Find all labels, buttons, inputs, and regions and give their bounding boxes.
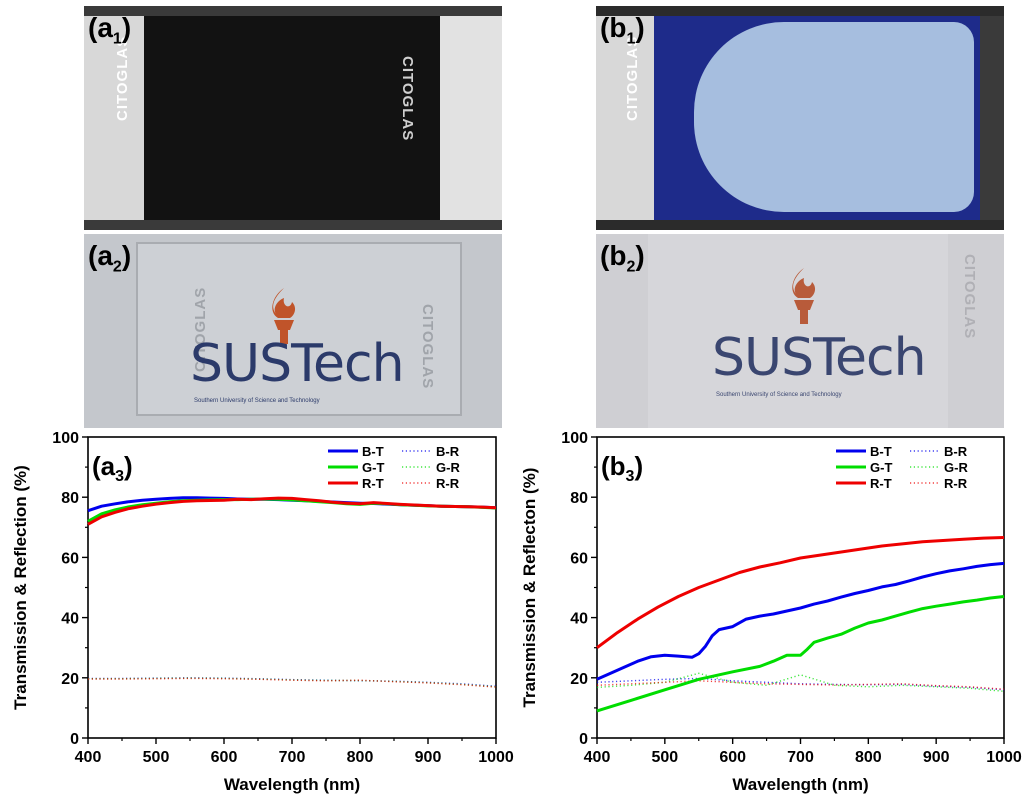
chart-panel-label: (b3): [601, 451, 643, 485]
legend-label: R-R: [436, 476, 460, 491]
legend-label: G-T: [362, 460, 384, 475]
legend-label: G-R: [944, 460, 968, 475]
torch-logo-icon: [272, 288, 296, 344]
logo-text: SUSTech: [712, 328, 927, 388]
legend-label: G-T: [870, 460, 892, 475]
y-tick-label: 0: [579, 731, 588, 748]
photo-a1: CITOGLAS CITOGLAS (a1): [84, 6, 502, 230]
panel-label-b2: (b2): [600, 240, 645, 276]
legend-label: B-T: [362, 444, 384, 459]
logo-text: SUSTech: [190, 334, 405, 394]
x-tick-label: 400: [75, 749, 102, 766]
panel-label-a2: (a2): [88, 240, 132, 276]
y-tick-label: 20: [570, 671, 588, 688]
x-axis-label: Wavelength (nm): [732, 775, 868, 794]
x-tick-label: 1000: [986, 749, 1022, 766]
legend-label: R-T: [870, 476, 892, 491]
x-tick-label: 400: [584, 749, 611, 766]
legend-label: B-T: [870, 444, 892, 459]
legend-label: B-R: [944, 444, 968, 459]
x-tick-label: 800: [347, 749, 374, 766]
series-line-g-t: [87, 497, 497, 523]
x-tick-label: 700: [787, 749, 814, 766]
chart-b3: 400 500 600 700 800 900 1000 0 20 40 60 80 100 Wavele…: [520, 430, 1022, 794]
y-tick-label: 60: [61, 550, 79, 567]
series-line-r-t: [596, 536, 1005, 649]
chart-a3: 400 500 600 700 800 900 1000 0 20 40 60 80 100 Wavele…: [11, 430, 514, 794]
y-tick-label: 40: [570, 611, 588, 628]
photo-b1: CITOGLAS (b1): [596, 6, 1004, 230]
y-tick-label: 40: [61, 611, 79, 628]
logo-subtitle: Southern University of Science and Techn…: [716, 392, 842, 398]
legend-label: R-T: [362, 476, 384, 491]
y-tick-label: 20: [61, 671, 79, 688]
y-tick-label: 100: [52, 430, 79, 447]
legend: B-TG-TR-T B-RG-RR-R: [328, 444, 460, 491]
legend-label: B-R: [436, 444, 460, 459]
x-axis-label: Wavelength (nm): [224, 775, 360, 794]
series-line-r-t: [87, 496, 497, 526]
series-line-g-t: [596, 595, 1005, 713]
chart-panel-label: (a3): [92, 451, 133, 485]
x-tick-label: 600: [719, 749, 746, 766]
series-line-r-r: [596, 680, 1005, 690]
y-tick-label: 80: [61, 490, 79, 507]
y-tick-label: 100: [561, 430, 588, 447]
photo-b2: CITOGLAS SUSTech Southern University of …: [596, 234, 1004, 428]
x-tick-label: 500: [651, 749, 678, 766]
x-tick-label: 900: [923, 749, 950, 766]
x-tick-label: 800: [855, 749, 882, 766]
y-axis-label: Transmission & Reflection (%): [11, 465, 30, 710]
x-tick-label: 500: [143, 749, 170, 766]
series-line-b-t: [596, 561, 1005, 681]
legend-label: G-R: [436, 460, 460, 475]
y-axis-label: Transmission & Reflecton (%): [520, 468, 539, 708]
x-tick-label: 1000: [478, 749, 514, 766]
x-tick-label: 900: [415, 749, 442, 766]
legend: B-TG-TR-T B-RG-RR-R: [836, 444, 968, 491]
photo-a2: CITOGLAS CITOGLAS SUSTech Southern Unive…: [84, 234, 502, 428]
y-tick-label: 60: [570, 550, 588, 567]
torch-logo-icon: [792, 268, 816, 324]
x-tick-label: 700: [279, 749, 306, 766]
x-tick-label: 600: [211, 749, 238, 766]
series-line-b-r: [596, 677, 1005, 691]
panel-label-b1: (b1): [600, 12, 645, 48]
logo-subtitle: Southern University of Science and Techn…: [194, 398, 320, 404]
legend-label: R-R: [944, 476, 968, 491]
y-tick-label: 80: [570, 490, 588, 507]
panel-label-a1: (a1): [88, 12, 132, 48]
y-tick-label: 0: [70, 731, 79, 748]
plot-frame: [87, 436, 497, 739]
series-line-r-r: [88, 677, 497, 688]
